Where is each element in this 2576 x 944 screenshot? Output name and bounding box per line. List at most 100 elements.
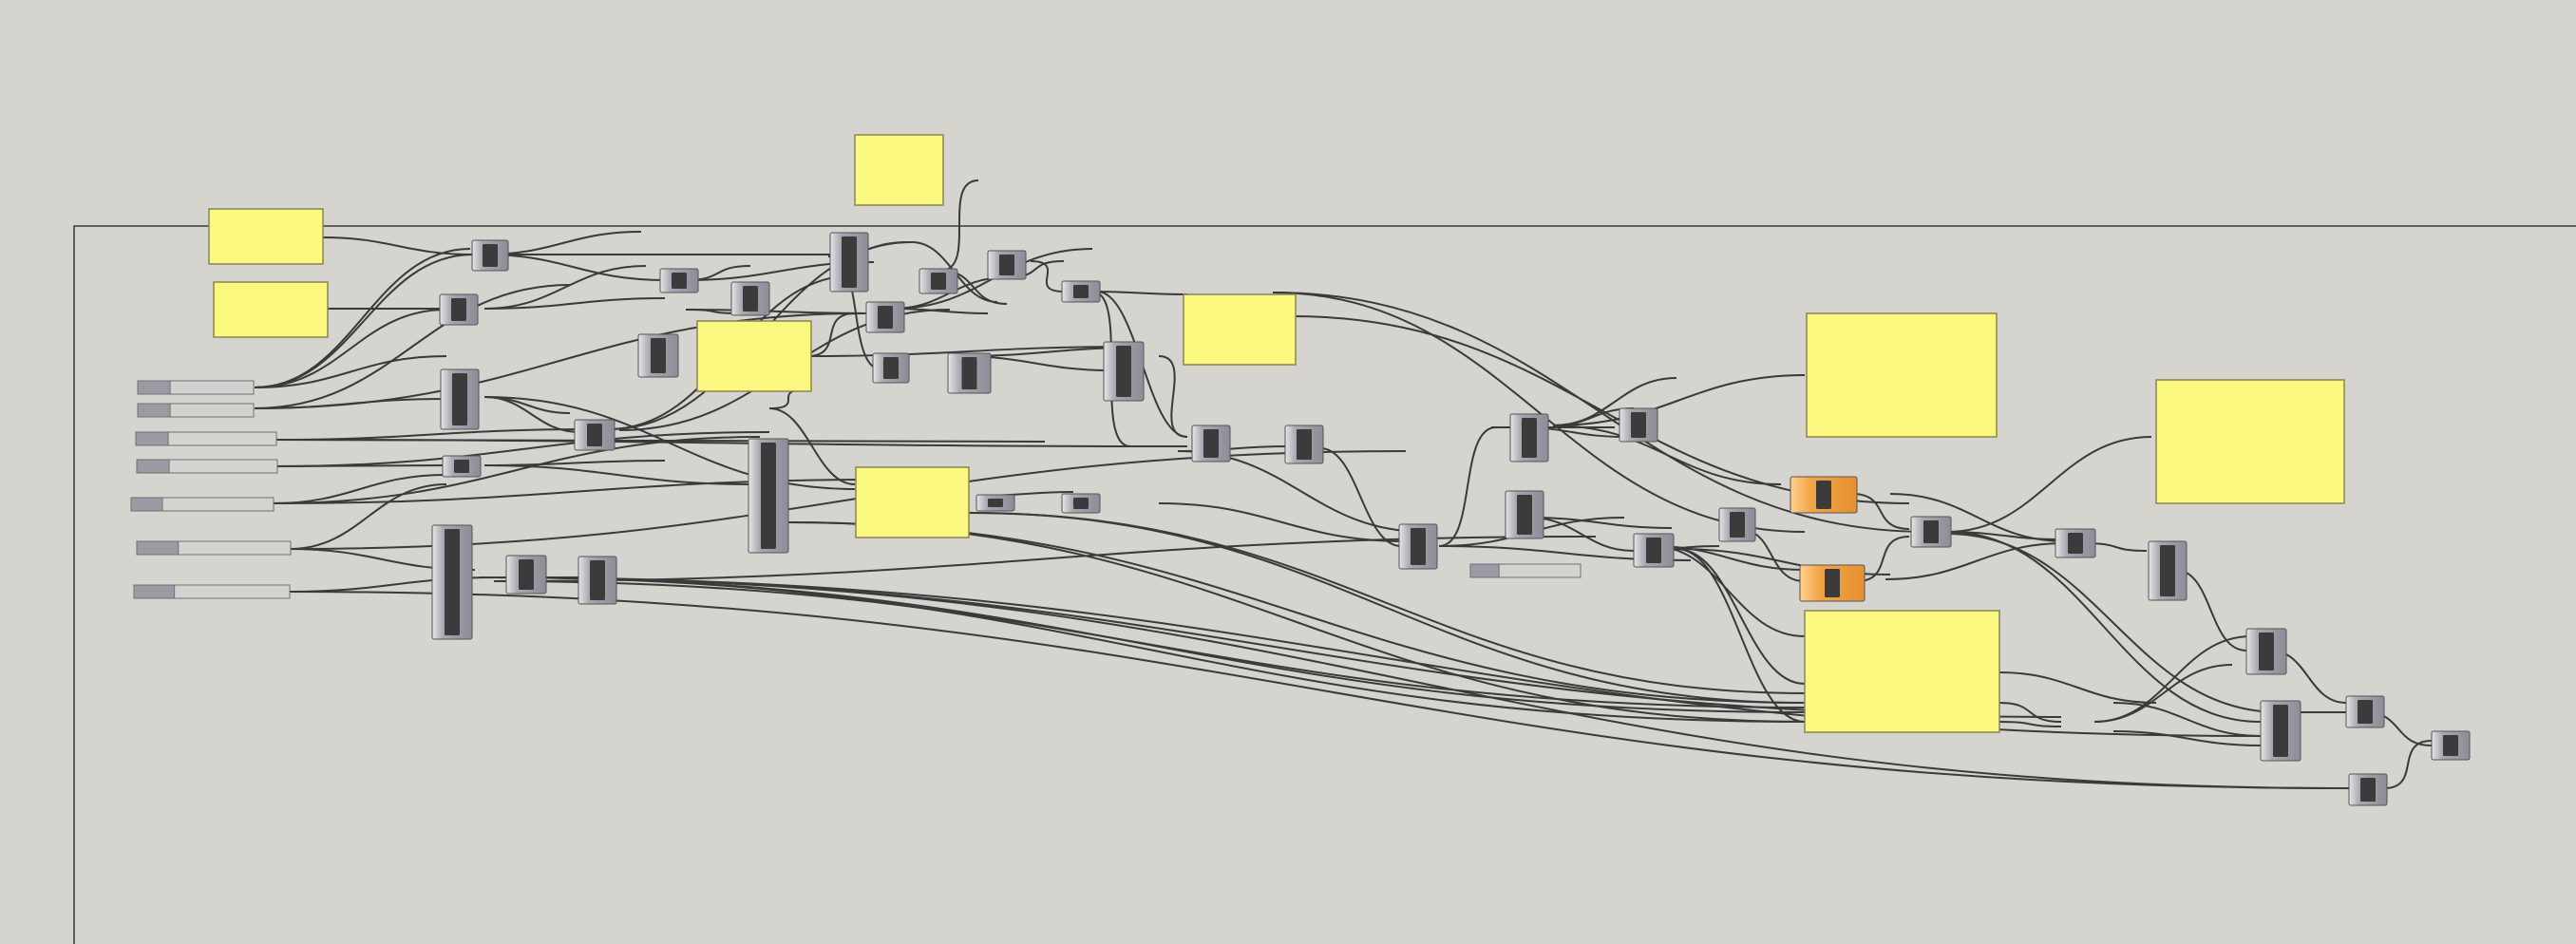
grasshopper-component[interactable] [2260,700,2301,762]
slider-handle[interactable] [130,497,163,512]
component-icon [451,298,466,321]
grasshopper-component[interactable] [2245,628,2287,675]
grasshopper-component[interactable] [659,268,699,293]
wire-connection [768,407,856,485]
wire-connection [787,521,1806,704]
grasshopper-component[interactable] [1505,490,1544,539]
wire-connection [1528,517,1673,529]
note-panel[interactable] [2155,379,2345,504]
grasshopper-component[interactable] [2348,773,2388,806]
wire-connection [254,284,571,409]
wire-connection [483,396,580,433]
wire-connection [1158,502,1407,542]
wire-connection [289,591,2351,789]
wire-connection [254,309,447,388]
grasshopper-component[interactable] [1061,280,1101,303]
component-icon [1297,429,1312,460]
grasshopper-component[interactable] [987,250,1027,280]
grasshopper-component[interactable] [2345,695,2385,728]
note-panel[interactable] [1806,312,1998,438]
number-slider[interactable] [136,540,292,556]
wire-connection [1091,291,1188,295]
wire-connection [254,312,865,409]
component-icon [454,460,469,473]
number-slider[interactable] [1469,563,1582,578]
wire-connection [1552,374,1806,426]
wire-connection [275,428,590,441]
wire-connection [1946,436,2152,533]
grasshopper-component[interactable] [865,301,905,333]
wire-connection [685,309,875,314]
grasshopper-component[interactable] [1910,516,1952,548]
note-panel[interactable] [1804,610,2000,733]
slider-handle[interactable] [136,459,170,474]
wire-connection [1856,536,1910,582]
warning-component[interactable] [1799,564,1866,602]
grasshopper-component[interactable] [505,555,547,595]
grasshopper-component[interactable] [1509,413,1549,463]
number-slider[interactable] [137,380,255,395]
wire-connection [806,346,1131,357]
warning-component[interactable] [1790,476,1858,514]
wire-connection [289,483,447,550]
note-panel[interactable] [213,281,329,338]
grasshopper-component[interactable] [919,268,958,294]
component-icon [2259,632,2274,670]
grasshopper-component[interactable] [574,419,616,451]
wire-connection [483,265,647,310]
grasshopper-component[interactable] [1284,425,1324,464]
number-slider[interactable] [136,459,278,474]
grasshopper-component[interactable] [872,352,910,384]
wire-connection [273,436,761,504]
wire-connection [939,179,979,272]
number-slider[interactable] [133,584,291,599]
note-panel[interactable] [1183,293,1297,366]
grasshopper-component[interactable] [637,333,679,378]
note-panel[interactable] [208,208,324,265]
wire-connection [1552,377,1677,426]
grasshopper-component[interactable] [1718,507,1756,542]
grasshopper-component[interactable] [1191,425,1231,463]
grasshopper-component[interactable] [442,455,482,478]
grasshopper-component[interactable] [1619,407,1658,443]
wire-connection [2093,635,2252,723]
grasshopper-component[interactable] [730,281,770,316]
grasshopper-component[interactable] [471,239,509,272]
grasshopper-component[interactable] [1633,533,1675,568]
note-panel[interactable] [854,134,944,206]
grasshopper-component[interactable] [1398,523,1438,570]
grasshopper-component[interactable] [2148,540,2188,601]
wire-connection [1552,425,1782,485]
grasshopper-component[interactable] [578,556,617,605]
grasshopper-component[interactable] [431,524,473,640]
note-panel[interactable] [855,466,970,538]
grasshopper-component[interactable] [947,352,992,394]
grasshopper-component[interactable] [829,232,869,293]
grasshopper-component[interactable] [439,293,479,326]
grasshopper-component[interactable] [440,368,480,430]
grasshopper-component[interactable] [1103,341,1145,402]
wire-connection [1319,447,1402,547]
slider-handle[interactable] [137,403,171,418]
slider-handle[interactable] [1469,563,1500,578]
note-panel[interactable] [696,320,812,392]
number-slider[interactable] [135,431,277,446]
slider-handle[interactable] [136,540,180,556]
grasshopper-component[interactable] [2431,730,2471,761]
slider-handle[interactable] [137,380,171,395]
grasshopper-component[interactable] [975,494,1015,512]
slider-handle[interactable] [135,431,169,446]
number-slider[interactable] [130,497,275,512]
number-slider[interactable] [137,403,255,418]
component-icon [1816,481,1831,509]
wire-connection [968,512,1806,694]
grasshopper-component[interactable] [748,438,789,554]
group-boundary [73,225,2576,944]
slider-handle[interactable] [133,584,176,599]
grasshopper-component[interactable] [1061,493,1101,514]
component-icon [1411,528,1426,565]
wire-connection [2112,730,2262,746]
grasshopper-component[interactable] [2055,528,2096,558]
